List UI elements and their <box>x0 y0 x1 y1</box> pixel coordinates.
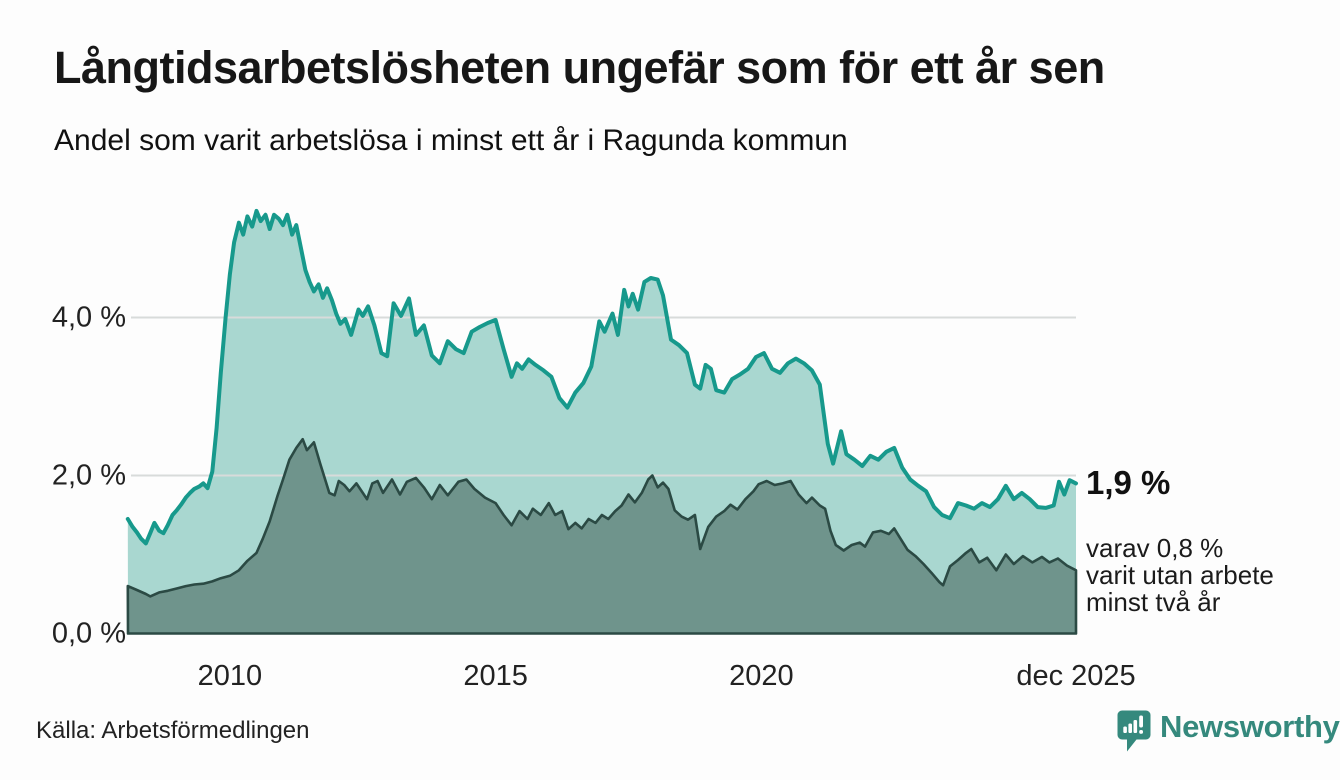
y-axis-tick-label: 4,0 % <box>51 301 126 333</box>
page-title: Långtidsarbetslösheten ungefär som för e… <box>54 42 1105 93</box>
source-note: Källa: Arbetsförmedlingen <box>36 717 310 744</box>
sub-annotation: varav 0,8 % varit utan arbete minst två … <box>1086 535 1274 616</box>
sub-annotation-line: minst två år <box>1086 587 1221 617</box>
x-axis-tick-label: 2020 <box>729 660 794 692</box>
page-subtitle: Andel som varit arbetslösa i minst ett å… <box>54 124 848 157</box>
brand-name: Newsworthy <box>1160 709 1340 744</box>
line-unemployed-1yr <box>125 208 1078 546</box>
latest-value-label: 1,9 % <box>1086 464 1171 501</box>
y-axis-tick-label: 2,0 % <box>51 459 126 491</box>
x-axis-tick-label: 2010 <box>197 660 263 692</box>
brand-logo: Newsworthy <box>1117 710 1340 757</box>
x-axis-tick-label: dec 2025 <box>1016 660 1136 692</box>
sub-annotation-line: varit utan arbete <box>1086 560 1274 590</box>
area-unemployed-2yr <box>126 437 1078 635</box>
sub-annotation-line: varav 0,8 % <box>1086 533 1224 563</box>
x-axis-tick-label: 2015 <box>463 660 528 692</box>
newsworthy-bubble-chart-icon <box>1117 710 1151 757</box>
y-axis-tick-label: 0,0 % <box>51 617 126 649</box>
